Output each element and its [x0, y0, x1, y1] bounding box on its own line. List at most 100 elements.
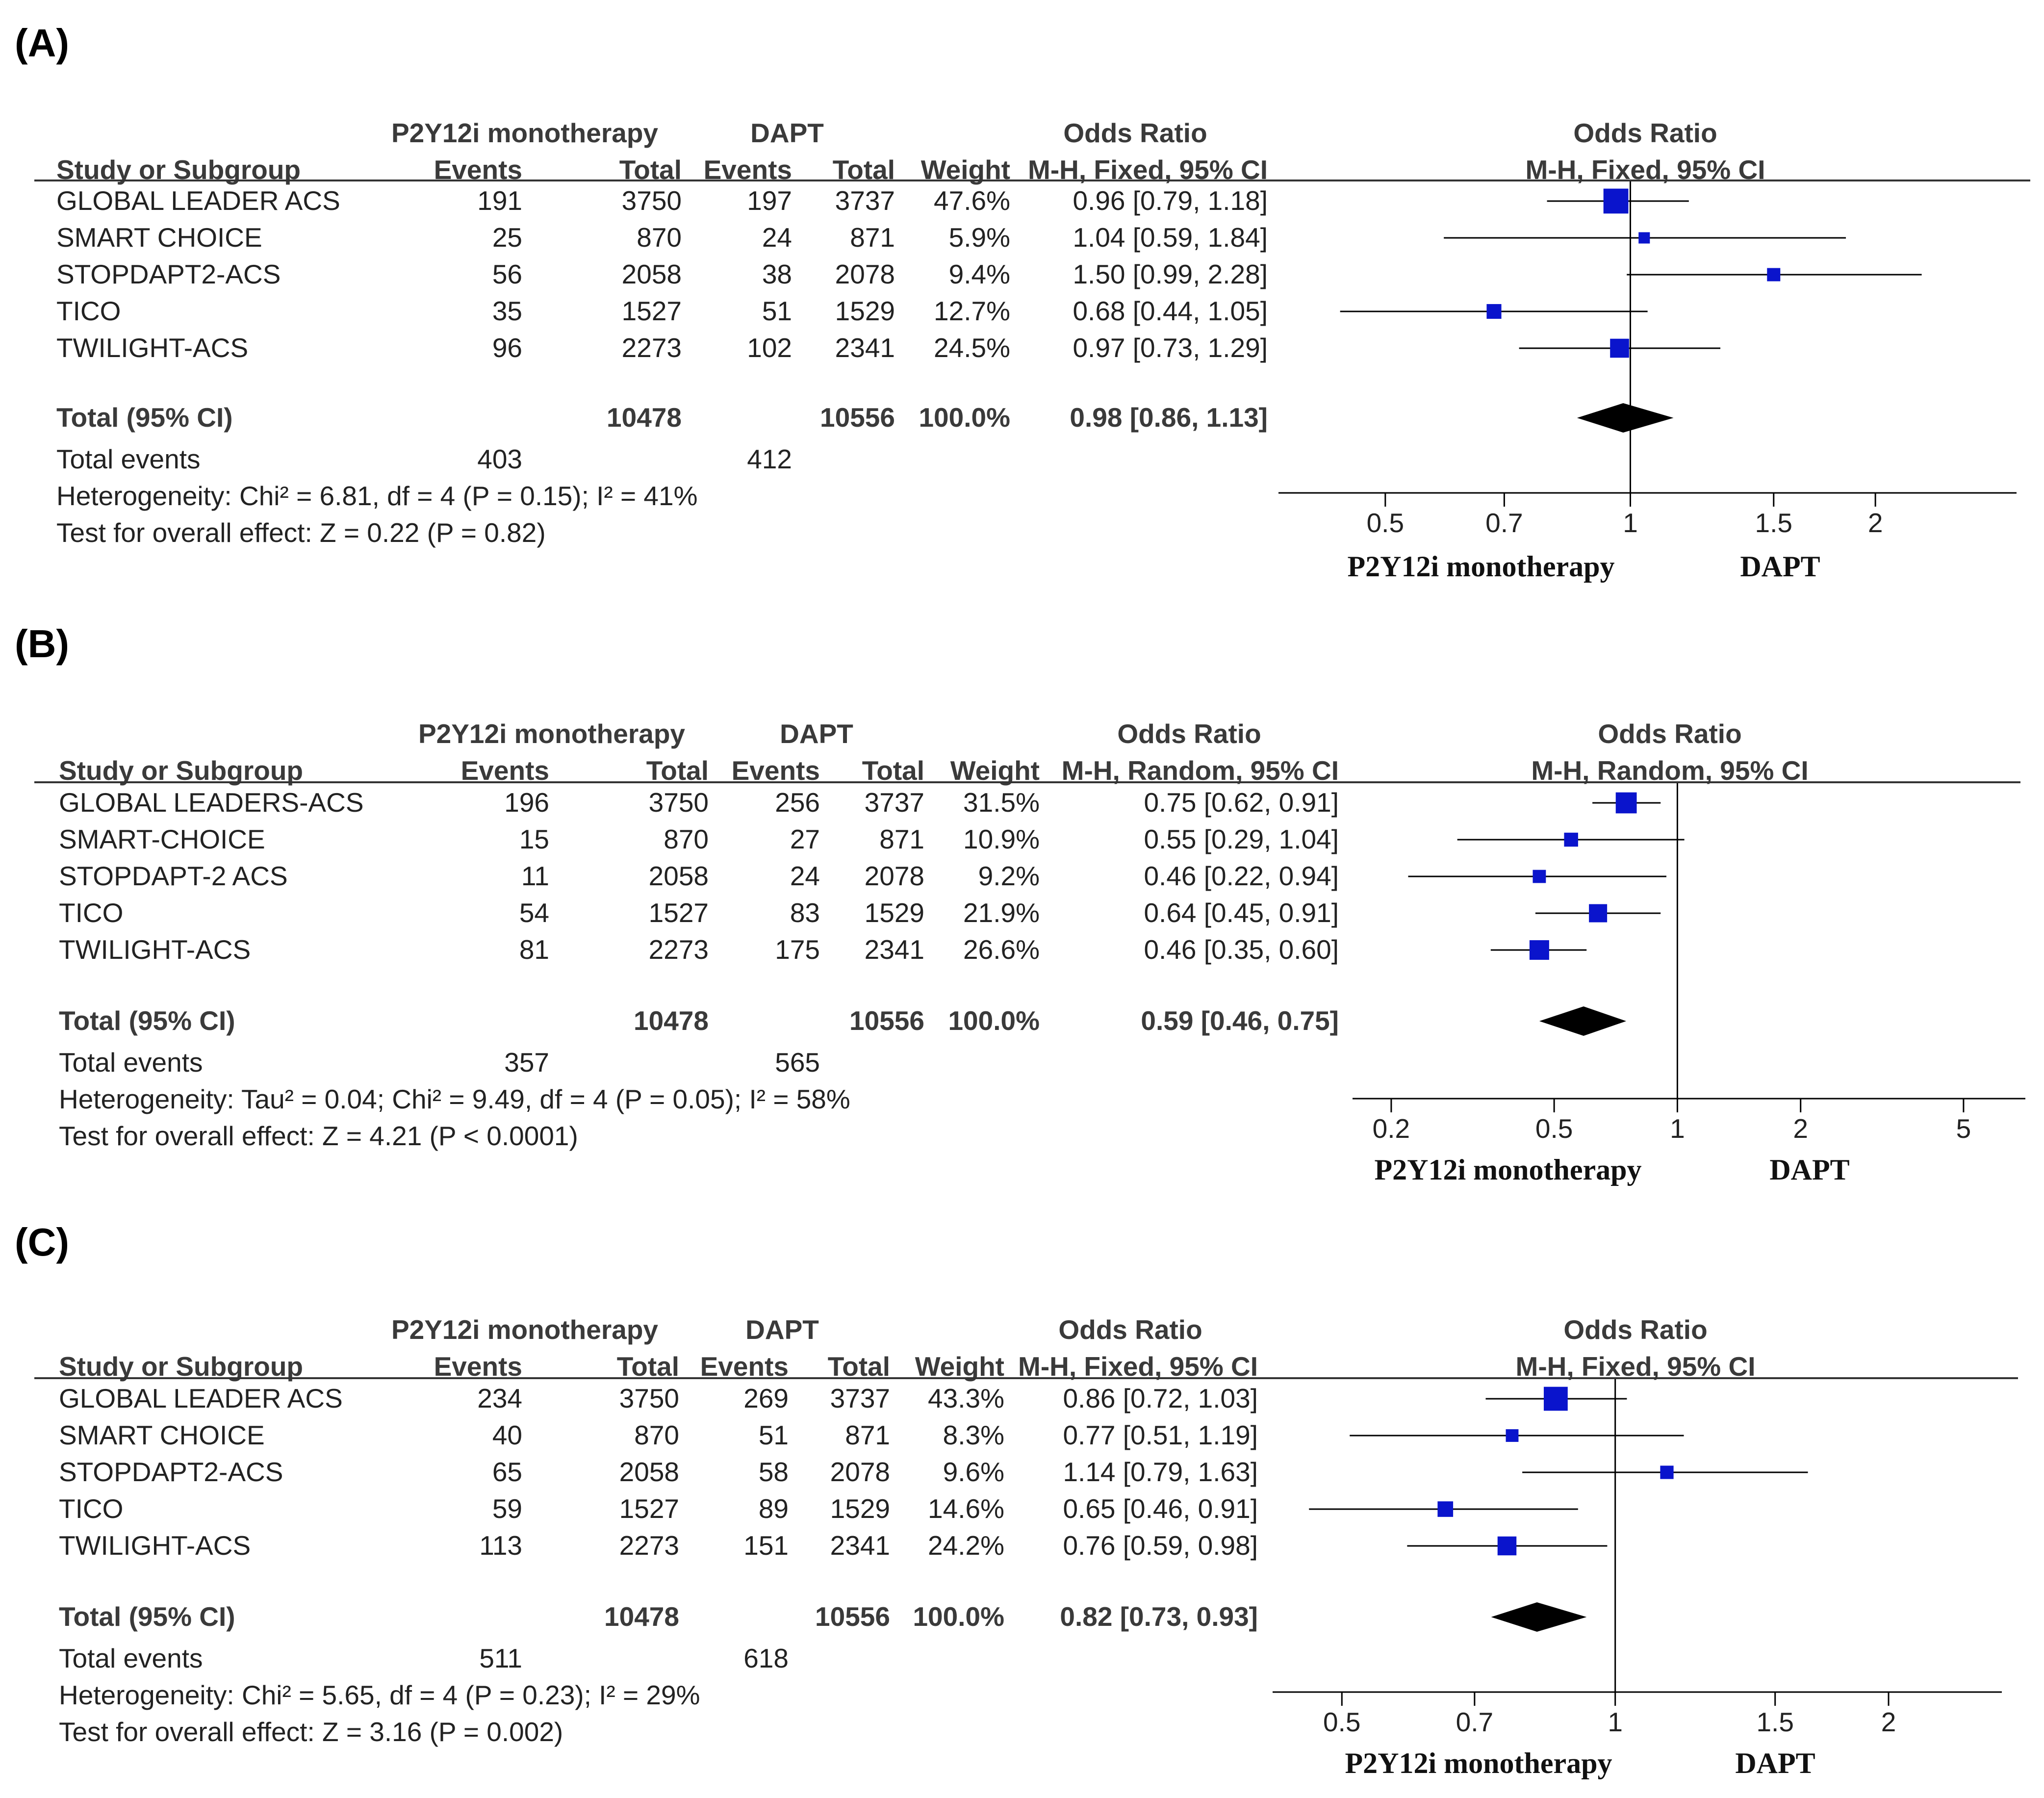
- header-weight: Weight: [915, 1351, 1004, 1382]
- study-row: SMART CHOICE 25 870 24 871 5.9% 1.04 [0.59, 1.…: [56, 222, 1846, 253]
- odds-ratio-ci: 0.96 [0.79, 1.18]: [1073, 185, 1268, 216]
- total-group1: 2058: [619, 1457, 679, 1487]
- study-name: TICO: [56, 296, 121, 326]
- point-estimate: [1615, 792, 1637, 814]
- events-group1: 54: [519, 898, 549, 928]
- events-group2: 197: [747, 185, 792, 216]
- total-label: Total (95% CI): [59, 1601, 235, 1632]
- total-group1: 3750: [649, 787, 709, 818]
- total-n1: 10478: [607, 402, 682, 433]
- x-label-favours-left: P2Y12i monotherapy: [1345, 1747, 1612, 1779]
- events-group2: 256: [775, 787, 820, 818]
- study-name: TICO: [59, 898, 123, 928]
- header-odds-ratio: Odds Ratio: [1063, 118, 1207, 148]
- total-group1: 2273: [622, 333, 682, 363]
- total-or-ci: 0.82 [0.73, 0.93]: [1060, 1601, 1258, 1632]
- header-total2: Total: [828, 1351, 890, 1382]
- total-row: Total (95% CI) 10478 10556 100.0% 0.82 [0.73…: [59, 1601, 1587, 1632]
- odds-ratio-ci: 0.68 [0.44, 1.05]: [1073, 296, 1268, 326]
- events-group2: 151: [743, 1530, 789, 1561]
- total-n2: 10556: [849, 1005, 924, 1036]
- summary-diamond: [1539, 1006, 1627, 1036]
- study-weight: 21.9%: [963, 898, 1040, 928]
- study-weight: 43.3%: [928, 1383, 1004, 1413]
- study-name: SMART CHOICE: [59, 1420, 265, 1450]
- total-weight: 100.0%: [913, 1601, 1004, 1632]
- study-row: SMART CHOICE 40 870 51 871 8.3% 0.77 [0.51, 1.…: [59, 1420, 1684, 1450]
- events-group1: 81: [519, 934, 549, 965]
- total-group1: 3750: [619, 1383, 679, 1413]
- summary-diamond: [1491, 1602, 1587, 1632]
- total-group1: 1527: [622, 296, 682, 326]
- study-row: GLOBAL LEADER ACS 234 3750 269 3737 43.3% 0.86…: [59, 1383, 1627, 1413]
- events-group1: 96: [492, 333, 522, 363]
- events-group2: 27: [790, 824, 820, 854]
- odds-ratio-ci: 0.55 [0.29, 1.04]: [1144, 824, 1339, 854]
- total-n2: 10556: [820, 402, 895, 433]
- study-row: TICO 54 1527 83 1529 21.9% 0.64 [0.45, 0.91]: [59, 898, 1661, 928]
- plot-title: Odds Ratio: [1573, 118, 1717, 148]
- total-or-ci: 0.59 [0.46, 0.75]: [1141, 1005, 1339, 1036]
- study-row: STOPDAPT2-ACS 65 2058 58 2078 9.6% 1.14 [0.79,…: [59, 1457, 1808, 1487]
- study-name: TWILIGHT-ACS: [56, 333, 248, 363]
- header-group1: P2Y12i monotherapy: [391, 118, 658, 148]
- overall-effect-text: Test for overall effect: Z = 3.16 (P = 0…: [59, 1717, 563, 1747]
- total-group2: 3737: [835, 185, 895, 216]
- odds-ratio-ci: 0.97 [0.73, 1.29]: [1073, 333, 1268, 363]
- study-row: TWILIGHT-ACS 81 2273 175 2341 26.6% 0.46 [0.35…: [59, 934, 1587, 965]
- events-group1: 15: [519, 824, 549, 854]
- header-total2: Total: [862, 755, 924, 786]
- total-events-label: Total events: [59, 1047, 203, 1078]
- total-group2: 1529: [835, 296, 895, 326]
- header-odds-ratio: Odds Ratio: [1117, 719, 1261, 749]
- forest-panel-c: (C) P2Y12i monotherapy DAPT Odds Ratio Odds …: [15, 1220, 2018, 1779]
- study-name: GLOBAL LEADERS-ACS: [59, 787, 364, 818]
- events-group2: 269: [743, 1383, 789, 1413]
- x-tick-label: 1: [1623, 508, 1638, 538]
- point-estimate: [1529, 940, 1549, 960]
- events-group2: 175: [775, 934, 820, 965]
- odds-ratio-ci: 1.50 [0.99, 2.28]: [1073, 259, 1268, 289]
- total-weight: 100.0%: [919, 402, 1010, 433]
- events-group1: 11: [521, 861, 549, 891]
- x-label-favours-right: DAPT: [1735, 1747, 1815, 1779]
- events-group1: 65: [492, 1457, 522, 1487]
- odds-ratio-ci: 0.65 [0.46, 0.91]: [1063, 1493, 1258, 1524]
- x-tick-label: 2: [1881, 1707, 1896, 1737]
- overall-effect-text: Test for overall effect: Z = 4.21 (P < 0…: [59, 1121, 578, 1151]
- x-tick-label: 5: [1956, 1113, 1971, 1144]
- total-group1: 870: [637, 222, 682, 253]
- x-tick-label: 0.2: [1373, 1113, 1410, 1144]
- total-n1: 10478: [604, 1601, 679, 1632]
- header-group1: P2Y12i monotherapy: [391, 1314, 658, 1345]
- point-estimate: [1437, 1501, 1454, 1517]
- panel-label: (C): [15, 1220, 69, 1264]
- events-group2: 89: [759, 1493, 789, 1524]
- point-estimate: [1506, 1429, 1519, 1442]
- point-estimate: [1603, 188, 1629, 214]
- total-events-group2: 412: [747, 444, 792, 474]
- study-weight: 9.6%: [943, 1457, 1004, 1487]
- total-label: Total (95% CI): [56, 402, 233, 433]
- study-name: STOPDAPT2-ACS: [59, 1457, 283, 1487]
- odds-ratio-ci: 0.77 [0.51, 1.19]: [1063, 1420, 1258, 1450]
- events-group2: 102: [747, 333, 792, 363]
- study-weight: 24.2%: [928, 1530, 1004, 1561]
- point-estimate: [1660, 1465, 1674, 1479]
- study-row: SMART-CHOICE 15 870 27 871 10.9% 0.55 [0.29, 1…: [59, 824, 1685, 854]
- study-name: SMART CHOICE: [56, 222, 262, 253]
- study-row: GLOBAL LEADERS-ACS 196 3750 256 3737 31.5% 0.7…: [59, 787, 1661, 818]
- heterogeneity-text: Heterogeneity: Tau² = 0.04; Chi² = 9.49,…: [59, 1084, 850, 1114]
- total-group2: 2341: [830, 1530, 890, 1561]
- study-name: TWILIGHT-ACS: [59, 1530, 251, 1561]
- total-group2: 2078: [865, 861, 924, 891]
- study-row: TWILIGHT-ACS 96 2273 102 2341 24.5% 0.97 [0.73…: [56, 333, 1721, 363]
- x-tick-label: 1: [1608, 1707, 1623, 1737]
- plot-title: Odds Ratio: [1598, 719, 1741, 749]
- x-label-favours-left: P2Y12i monotherapy: [1348, 550, 1615, 583]
- total-n2: 10556: [815, 1601, 890, 1632]
- total-group1: 870: [634, 1420, 679, 1450]
- header-method: M-H, Random, 95% CI: [1062, 755, 1339, 786]
- total-events-group1: 403: [477, 444, 522, 474]
